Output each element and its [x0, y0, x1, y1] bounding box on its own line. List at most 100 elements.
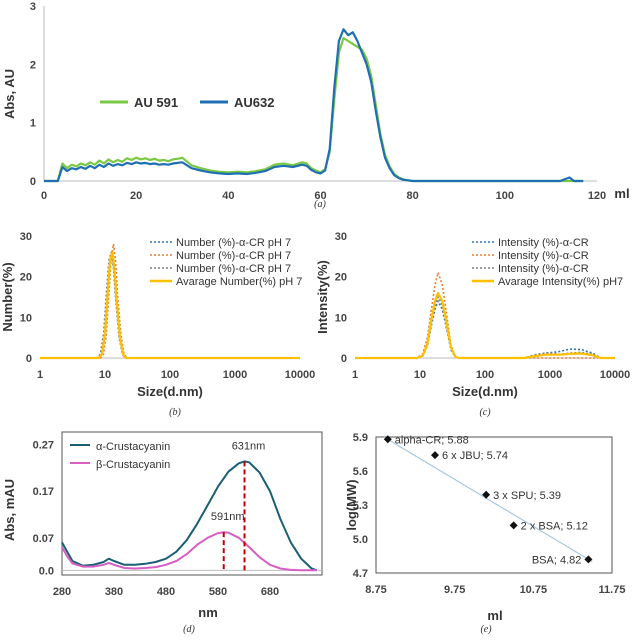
- y-tick-label: 0.07: [33, 533, 54, 545]
- x-axis-label: Size(d.nm): [137, 384, 203, 399]
- series-line: [61, 531, 317, 572]
- x-tick-label: 11.75: [599, 584, 626, 596]
- y-tick-label: 0.0: [39, 565, 54, 577]
- data-point: [509, 521, 518, 530]
- y-axis-label: log(MW): [344, 479, 359, 530]
- x-tick-label: 10: [99, 369, 111, 381]
- x-tick-label: 680: [261, 586, 279, 598]
- y-tick-label: 0: [30, 176, 36, 188]
- y-tick-label: 5.3: [353, 500, 368, 512]
- x-tick-label: 10: [414, 369, 426, 381]
- x-tick-label: 60: [314, 190, 326, 202]
- y-tick-label: 5.9: [353, 432, 368, 444]
- x-tick-label: 580: [209, 586, 227, 598]
- y-tick-label: 5.6: [353, 466, 368, 478]
- x-tick-label: 80: [407, 190, 419, 202]
- x-tick-label: 10000: [600, 369, 631, 381]
- x-tick-label: 20: [130, 190, 142, 202]
- data-label: alpha-CR; 5.88: [395, 434, 469, 446]
- series-line: [40, 243, 300, 359]
- series-line: [355, 291, 615, 360]
- data-point: [482, 490, 491, 499]
- y-axis-label: Abs, AU: [2, 69, 17, 119]
- panel-caption: (a): [314, 199, 326, 210]
- y-axis-label: Intensity(%): [315, 260, 330, 334]
- trendline: [383, 436, 593, 563]
- y-tick-label: 3: [30, 1, 36, 13]
- x-tick-label: 120: [588, 190, 606, 202]
- y-tick-label: 5.0: [353, 534, 368, 546]
- y-axis-label: Abs, mAU: [2, 479, 17, 541]
- panel-caption: (d): [183, 624, 195, 635]
- legend-label: AU 591: [134, 95, 178, 110]
- panel-e-chart: 8.75 9.75 10.75 11.75 4.7 5.0 5.3 5.6 5.9 ml log(M…: [344, 432, 625, 635]
- legend-label: Intensity (%)-α-CR: [498, 250, 589, 262]
- x-axis-label: nm: [198, 605, 218, 620]
- y-tick-label: 20: [20, 272, 32, 284]
- x-tick-label: 100: [496, 190, 514, 202]
- y-tick-label: 0.27: [33, 440, 54, 452]
- panel-b-chart: 1 10 100 1000 10000 0 10 20 30 Size(d.nm) Number(%…: [0, 231, 315, 418]
- data-label: 2 x BSA; 5.12: [521, 520, 588, 532]
- x-axis-label: ml: [614, 186, 629, 201]
- x-tick-label: 10.75: [520, 584, 548, 596]
- y-tick-label: 30: [20, 231, 32, 243]
- panel-c-chart: 1 10 100 1000 10000 0 10 20 30 Size(d.nm) Intensit…: [315, 231, 630, 418]
- legend-label: AU632: [234, 95, 274, 110]
- data-label: 6 x JBU; 5.74: [442, 450, 508, 462]
- peak-label: 631nm: [232, 440, 266, 452]
- panel-d-chart: 280 380 480 580 680 0.0 0.07 0.17 0.27 nm Abs, mAU…: [2, 431, 323, 635]
- legend-label: α-Crustacyanin: [96, 441, 170, 453]
- series-line: [355, 300, 615, 359]
- legend-label: Number (%)-α-CR pH 7: [176, 237, 291, 249]
- series-line: [44, 36, 584, 183]
- y-tick-label: 0: [26, 353, 32, 365]
- series-line: [44, 28, 584, 183]
- x-axis-label: Size(d.nm): [452, 384, 518, 399]
- x-tick-label: 0: [41, 190, 47, 202]
- y-tick-label: 10: [20, 312, 32, 324]
- data-label: 3 x SPU; 5.39: [493, 490, 561, 502]
- y-tick-label: 10: [335, 312, 347, 324]
- data-point: [584, 555, 593, 564]
- x-tick-label: 1: [352, 369, 358, 381]
- plot-frame: [61, 431, 323, 576]
- x-tick-label: 100: [161, 369, 179, 381]
- plot-frame: [375, 436, 613, 574]
- y-axis-label: Number(%): [0, 262, 15, 331]
- y-tick-label: 0: [341, 353, 347, 365]
- y-tick-label: 1: [30, 118, 36, 130]
- x-axis-label: ml: [487, 608, 502, 623]
- x-tick-label: 8.75: [365, 584, 386, 596]
- x-tick-label: 10000: [285, 369, 316, 381]
- peak-label: 591nm: [211, 511, 245, 523]
- x-tick-label: 100: [476, 369, 494, 381]
- y-tick-label: 30: [335, 231, 347, 243]
- panel-caption: (c): [479, 407, 491, 418]
- x-tick-label: 40: [222, 190, 234, 202]
- legend-label: β-Crustacyanin: [96, 459, 170, 471]
- legend-label: Intensity (%)-α-CR: [498, 237, 589, 249]
- x-tick-label: 9.75: [444, 584, 465, 596]
- series-line: [40, 251, 300, 360]
- x-tick-label: 480: [157, 586, 175, 598]
- series-line: [61, 460, 318, 572]
- legend-label: Intensity (%)-α-CR: [498, 263, 589, 275]
- y-tick-label: 4.7: [353, 568, 368, 580]
- x-tick-label: 380: [105, 586, 123, 598]
- legend-label: Number (%)-α-CR pH 7: [176, 263, 291, 275]
- legend-label: Avarage Intensity(%) pH7: [498, 276, 623, 288]
- y-tick-label: 20: [335, 272, 347, 284]
- panel-caption: (e): [480, 624, 492, 635]
- panel-caption: (b): [169, 407, 181, 418]
- y-tick-label: 0.17: [33, 486, 54, 498]
- data-point: [431, 451, 439, 460]
- y-tick-label: 2: [30, 59, 36, 71]
- x-tick-label: 1000: [223, 369, 247, 381]
- data-point: [383, 435, 392, 444]
- x-tick-label: 1: [37, 369, 43, 381]
- x-tick-label: 1000: [538, 369, 562, 381]
- x-tick-label: 280: [53, 586, 71, 598]
- panel-a-chart: 0 20 40 60 80 100 120 0 1 2 3 ml Abs, AU (a) AU 591 AU6…: [2, 1, 630, 210]
